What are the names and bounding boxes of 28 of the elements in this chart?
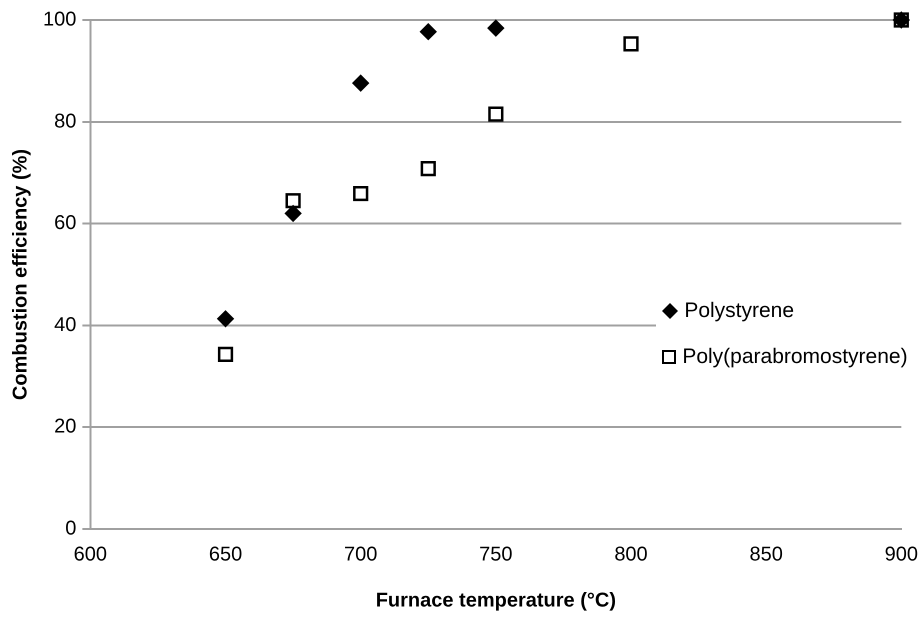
x-tick-label: 750 [479,544,513,566]
point [352,74,370,92]
x-tick-label: 600 [74,544,108,566]
x-tick-label: 700 [344,544,378,566]
y-tick-label: 40 [54,314,76,336]
x-tick-label: 650 [208,544,242,566]
point [285,193,301,208]
x-axis-title: Furnace temperature (°C) [376,590,616,612]
point [218,346,234,362]
y-tick-label: 80 [54,110,76,132]
x-tick-label: 900 [884,544,918,566]
point [623,36,639,52]
point [420,23,437,40]
legend-label: Polystyrene [684,298,794,323]
point [217,310,234,328]
point [353,186,368,202]
point [487,20,504,37]
y-axis-title: Combustion efficiency (%) [10,148,32,400]
x-tick-label: 850 [749,544,783,566]
legend-label: Poly(parabromostyrene) [682,344,908,369]
y-tick-label: 0 [65,518,76,540]
x-tick-label: 800 [614,544,648,566]
y-tick-label: 20 [54,416,76,438]
y-tick-label: 60 [54,212,76,234]
point [284,204,302,222]
point [488,106,504,122]
y-tick-label: 100 [42,8,76,31]
point [420,161,436,176]
